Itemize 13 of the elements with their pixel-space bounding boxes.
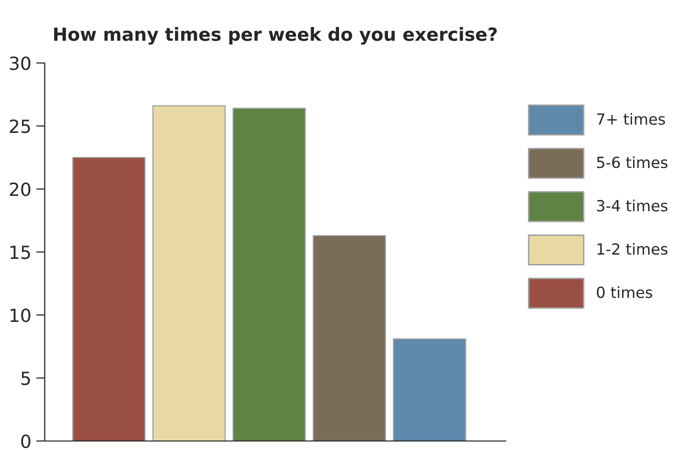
y-tick-label: 15 xyxy=(10,246,30,260)
legend-label: 1-2 times xyxy=(598,242,668,255)
y-tick-label: 5 xyxy=(21,372,30,386)
y-tick-label: 0 xyxy=(21,434,30,448)
y-tick-label: 10 xyxy=(10,308,30,322)
legend-label: 5-6 times xyxy=(597,156,668,168)
legend-label: 3-4 times xyxy=(597,200,668,212)
chart-title: How many times per week do you exercise? xyxy=(54,27,497,45)
y-tick-label: 25 xyxy=(10,119,30,134)
y-tick-label: 30 xyxy=(10,56,30,70)
legend-label: 0 times xyxy=(596,286,652,298)
legend-label: 7+ times xyxy=(597,113,665,125)
y-tick-label: 20 xyxy=(10,182,30,196)
